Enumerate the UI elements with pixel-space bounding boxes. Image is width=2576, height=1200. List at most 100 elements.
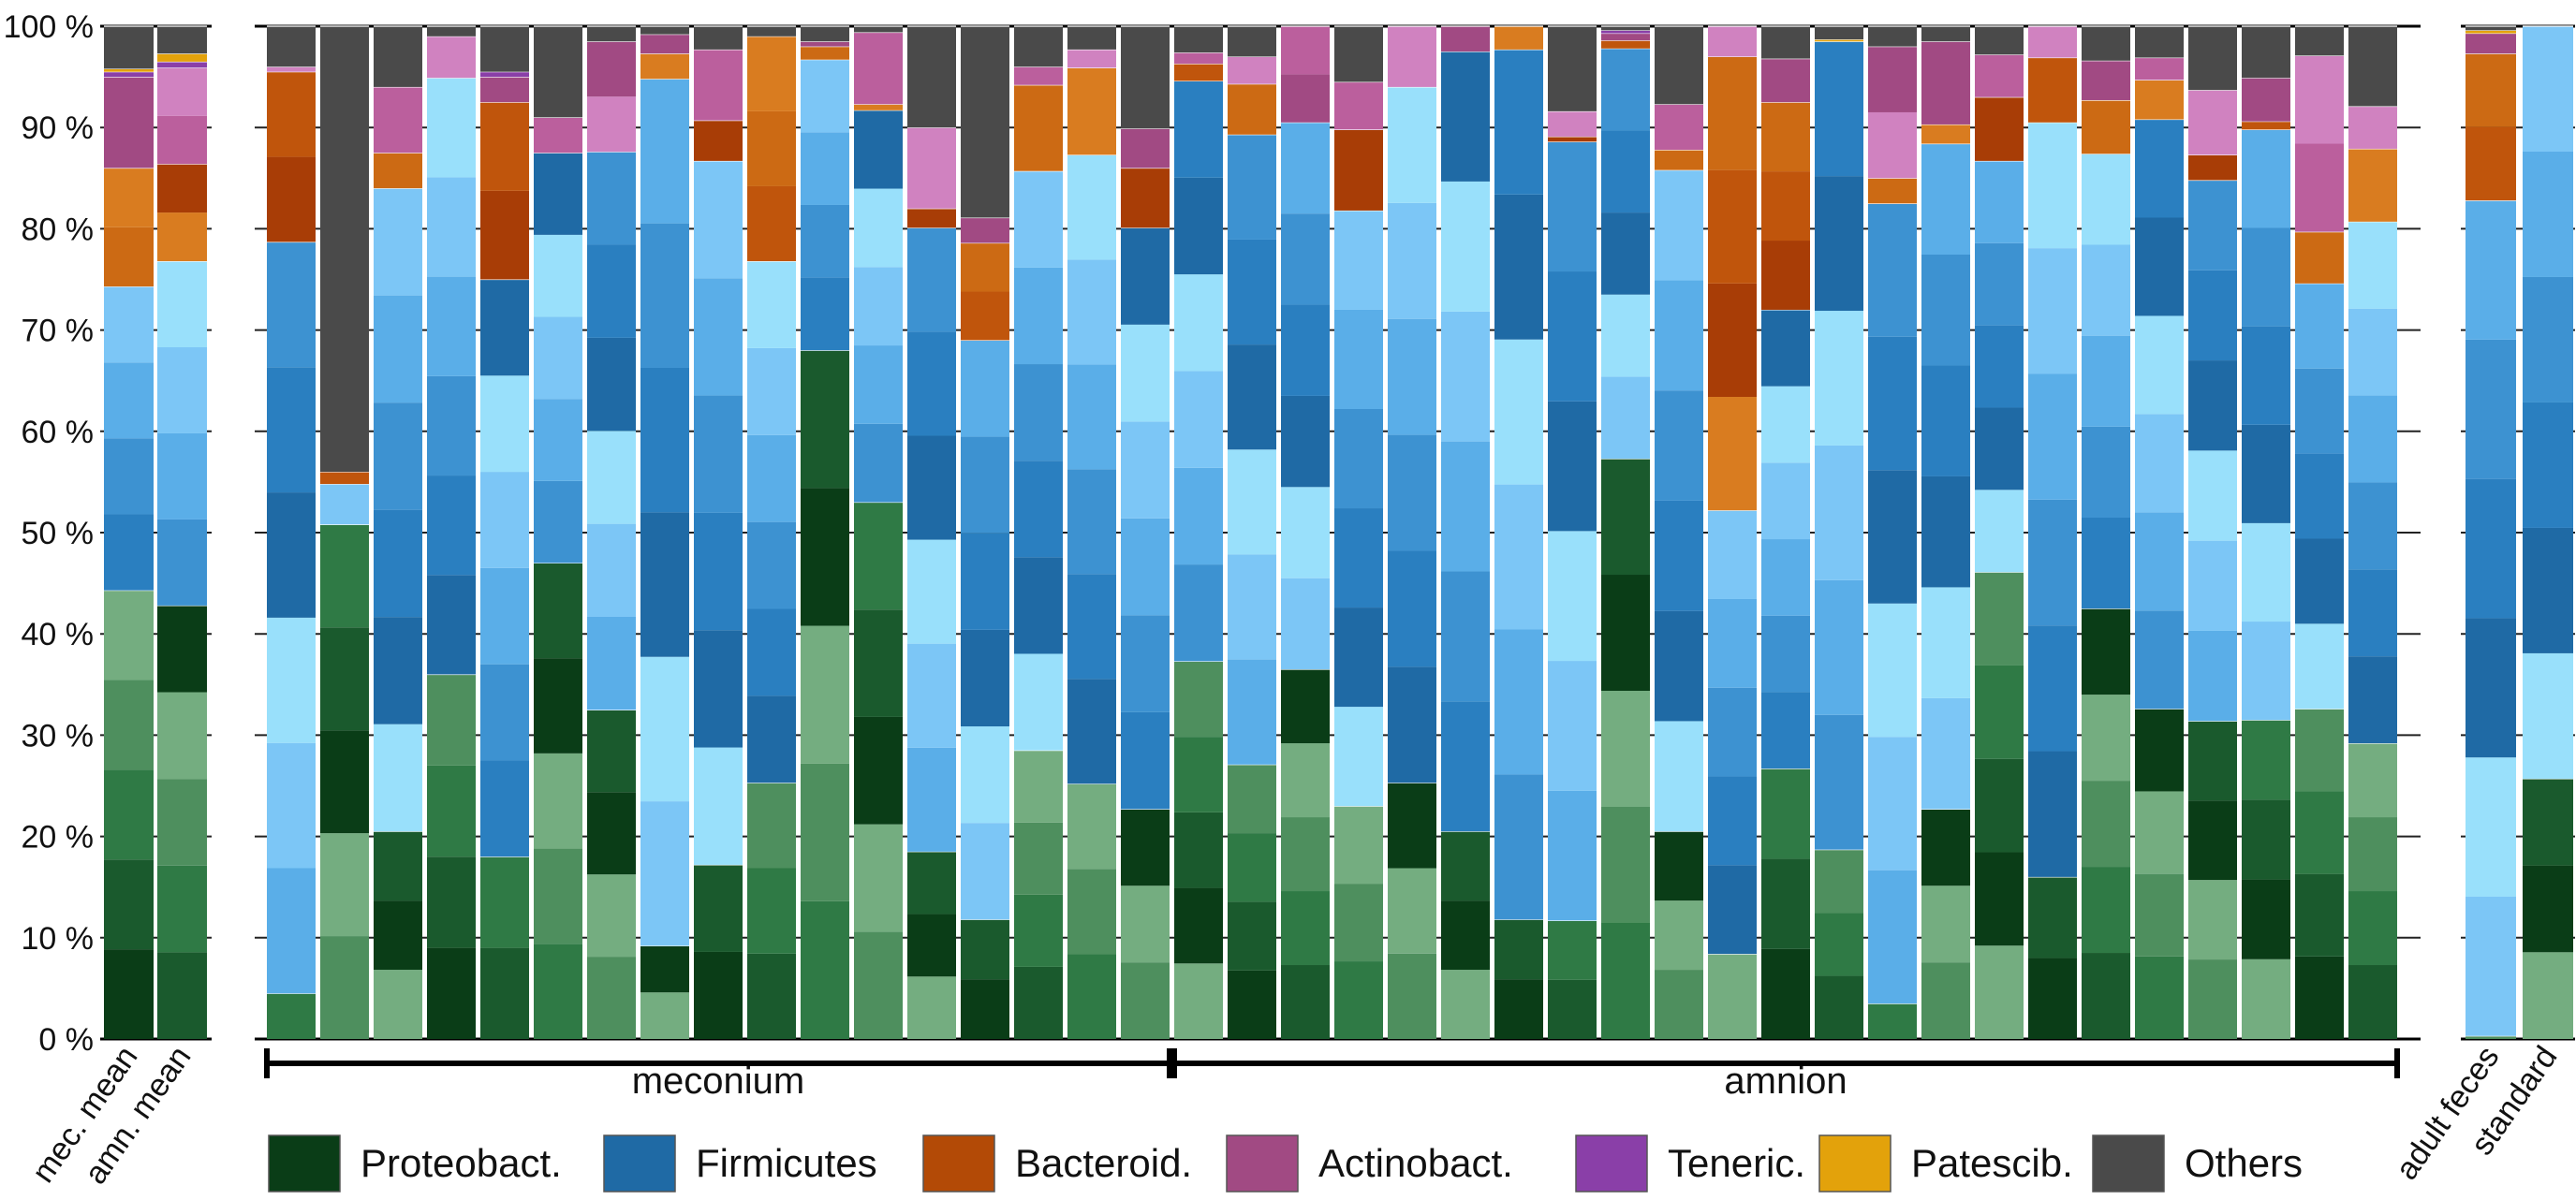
bar-layer bbox=[104, 25, 2573, 1039]
legend-swatch bbox=[1818, 1134, 1892, 1193]
segment-firmicutes bbox=[2082, 517, 2130, 609]
segment-proteobact bbox=[1174, 661, 1223, 738]
segment-firmicutes bbox=[2135, 217, 2184, 316]
segment-firmicutes bbox=[1281, 122, 1330, 214]
segment-proteobact bbox=[2242, 879, 2290, 959]
segment-firmicutes bbox=[374, 402, 422, 510]
segment-others bbox=[801, 26, 849, 42]
segment-others bbox=[374, 26, 422, 87]
segment-firmicutes bbox=[1548, 661, 1597, 791]
segment-firmicutes bbox=[1334, 408, 1383, 509]
segment-bacteroid bbox=[1921, 124, 1970, 144]
segment-proteobact bbox=[2082, 695, 2130, 782]
group-label-meconium: meconium bbox=[632, 1061, 805, 1102]
segment-firmicutes bbox=[854, 110, 903, 189]
legend-item-actinobact: Actinobact. bbox=[1226, 1134, 1513, 1193]
legend-item-others: Others bbox=[2092, 1134, 2303, 1193]
segment-firmicutes bbox=[1121, 324, 1170, 422]
segment-firmicutes bbox=[2188, 360, 2237, 451]
segment-firmicutes bbox=[854, 267, 903, 346]
segment-proteobact bbox=[1761, 948, 1810, 1039]
segment-firmicutes bbox=[1121, 711, 1170, 810]
segment-proteobact bbox=[104, 769, 154, 860]
segment-proteobact bbox=[534, 848, 582, 944]
segment-firmicutes bbox=[1281, 304, 1330, 396]
segment-firmicutes bbox=[1975, 407, 2024, 490]
segment-proteobact bbox=[801, 488, 849, 626]
legend-item-bacteroid: Bacteroid. bbox=[922, 1134, 1192, 1193]
segment-proteobact bbox=[854, 502, 903, 610]
segment-firmicutes bbox=[2188, 450, 2237, 541]
segment-firmicutes bbox=[1601, 212, 1650, 295]
segment-firmicutes bbox=[2135, 512, 2184, 611]
segment-actinobact bbox=[2466, 33, 2516, 54]
segment-proteobact bbox=[2135, 709, 2184, 792]
segment-firmicutes bbox=[2348, 482, 2397, 570]
segment-actinobact bbox=[1761, 58, 1810, 103]
segment-firmicutes bbox=[640, 367, 689, 513]
segment-firmicutes bbox=[1494, 484, 1543, 630]
segment-firmicutes bbox=[2523, 151, 2573, 277]
segment-firmicutes bbox=[694, 395, 743, 513]
segment-proteobact bbox=[587, 710, 636, 793]
segment-bacteroid bbox=[2295, 231, 2344, 284]
segment-bacteroid bbox=[157, 164, 207, 213]
segment-firmicutes bbox=[1334, 607, 1383, 708]
y-tick-label: 50 % bbox=[22, 516, 95, 551]
segment-proteobact bbox=[1921, 885, 1970, 963]
segment-actinobact bbox=[2295, 55, 2344, 144]
segment-firmicutes bbox=[104, 286, 154, 363]
segment-proteobact bbox=[2523, 778, 2573, 866]
segment-firmicutes bbox=[907, 643, 956, 748]
segment-others bbox=[104, 26, 154, 69]
segment-firmicutes bbox=[1441, 181, 1490, 312]
bar-m16 bbox=[1067, 25, 1116, 1039]
segment-actinobact bbox=[2295, 143, 2344, 232]
segment-proteobact bbox=[1868, 1003, 1917, 1039]
segment-firmicutes bbox=[2028, 373, 2077, 500]
segment-firmicutes bbox=[2523, 527, 2573, 653]
segment-proteobact bbox=[534, 563, 582, 659]
segment-firmicutes bbox=[640, 801, 689, 946]
segment-firmicutes bbox=[2028, 625, 2077, 752]
segment-firmicutes bbox=[1441, 701, 1490, 832]
segment-firmicutes bbox=[1655, 169, 1703, 281]
segment-proteobact bbox=[1281, 891, 1330, 966]
segment-firmicutes bbox=[1975, 160, 2024, 243]
segment-proteobact bbox=[2082, 867, 2130, 954]
segment-teneric bbox=[157, 61, 207, 68]
bar-m6 bbox=[534, 25, 582, 1039]
bar-m13 bbox=[907, 25, 956, 1039]
bar-m8 bbox=[640, 25, 689, 1039]
segment-actinobact bbox=[587, 96, 636, 153]
segment-actinobact bbox=[157, 67, 207, 116]
segment-firmicutes bbox=[2082, 335, 2130, 427]
segment-proteobact bbox=[1975, 945, 2024, 1039]
segment-firmicutes bbox=[1494, 339, 1543, 485]
segment-firmicutes bbox=[427, 78, 476, 178]
segment-firmicutes bbox=[801, 204, 849, 278]
segment-bacteroid bbox=[2028, 57, 2077, 123]
bar-m3 bbox=[374, 25, 422, 1039]
segment-patescib bbox=[2466, 30, 2516, 34]
segment-proteobact bbox=[1655, 831, 1703, 901]
segment-proteobact bbox=[427, 765, 476, 857]
segment-others bbox=[1228, 26, 1276, 57]
bar-a12 bbox=[1761, 25, 1810, 1039]
bar-a4 bbox=[1334, 25, 1383, 1039]
segment-proteobact bbox=[1815, 849, 1863, 914]
segment-bacteroid bbox=[1121, 168, 1170, 228]
segment-proteobact bbox=[1601, 691, 1650, 808]
legend-swatch bbox=[603, 1134, 676, 1193]
segment-firmicutes bbox=[1975, 325, 2024, 408]
segment-actinobact bbox=[1334, 81, 1383, 130]
segment-firmicutes bbox=[157, 432, 207, 520]
segment-proteobact bbox=[534, 753, 582, 849]
segment-firmicutes bbox=[1655, 390, 1703, 501]
segment-actinobact bbox=[1868, 46, 1917, 112]
segment-proteobact bbox=[907, 914, 956, 977]
segment-proteobact bbox=[320, 627, 369, 731]
segment-firmicutes bbox=[1228, 554, 1276, 660]
bar-m11 bbox=[801, 25, 849, 1039]
segment-firmicutes bbox=[1334, 210, 1383, 310]
